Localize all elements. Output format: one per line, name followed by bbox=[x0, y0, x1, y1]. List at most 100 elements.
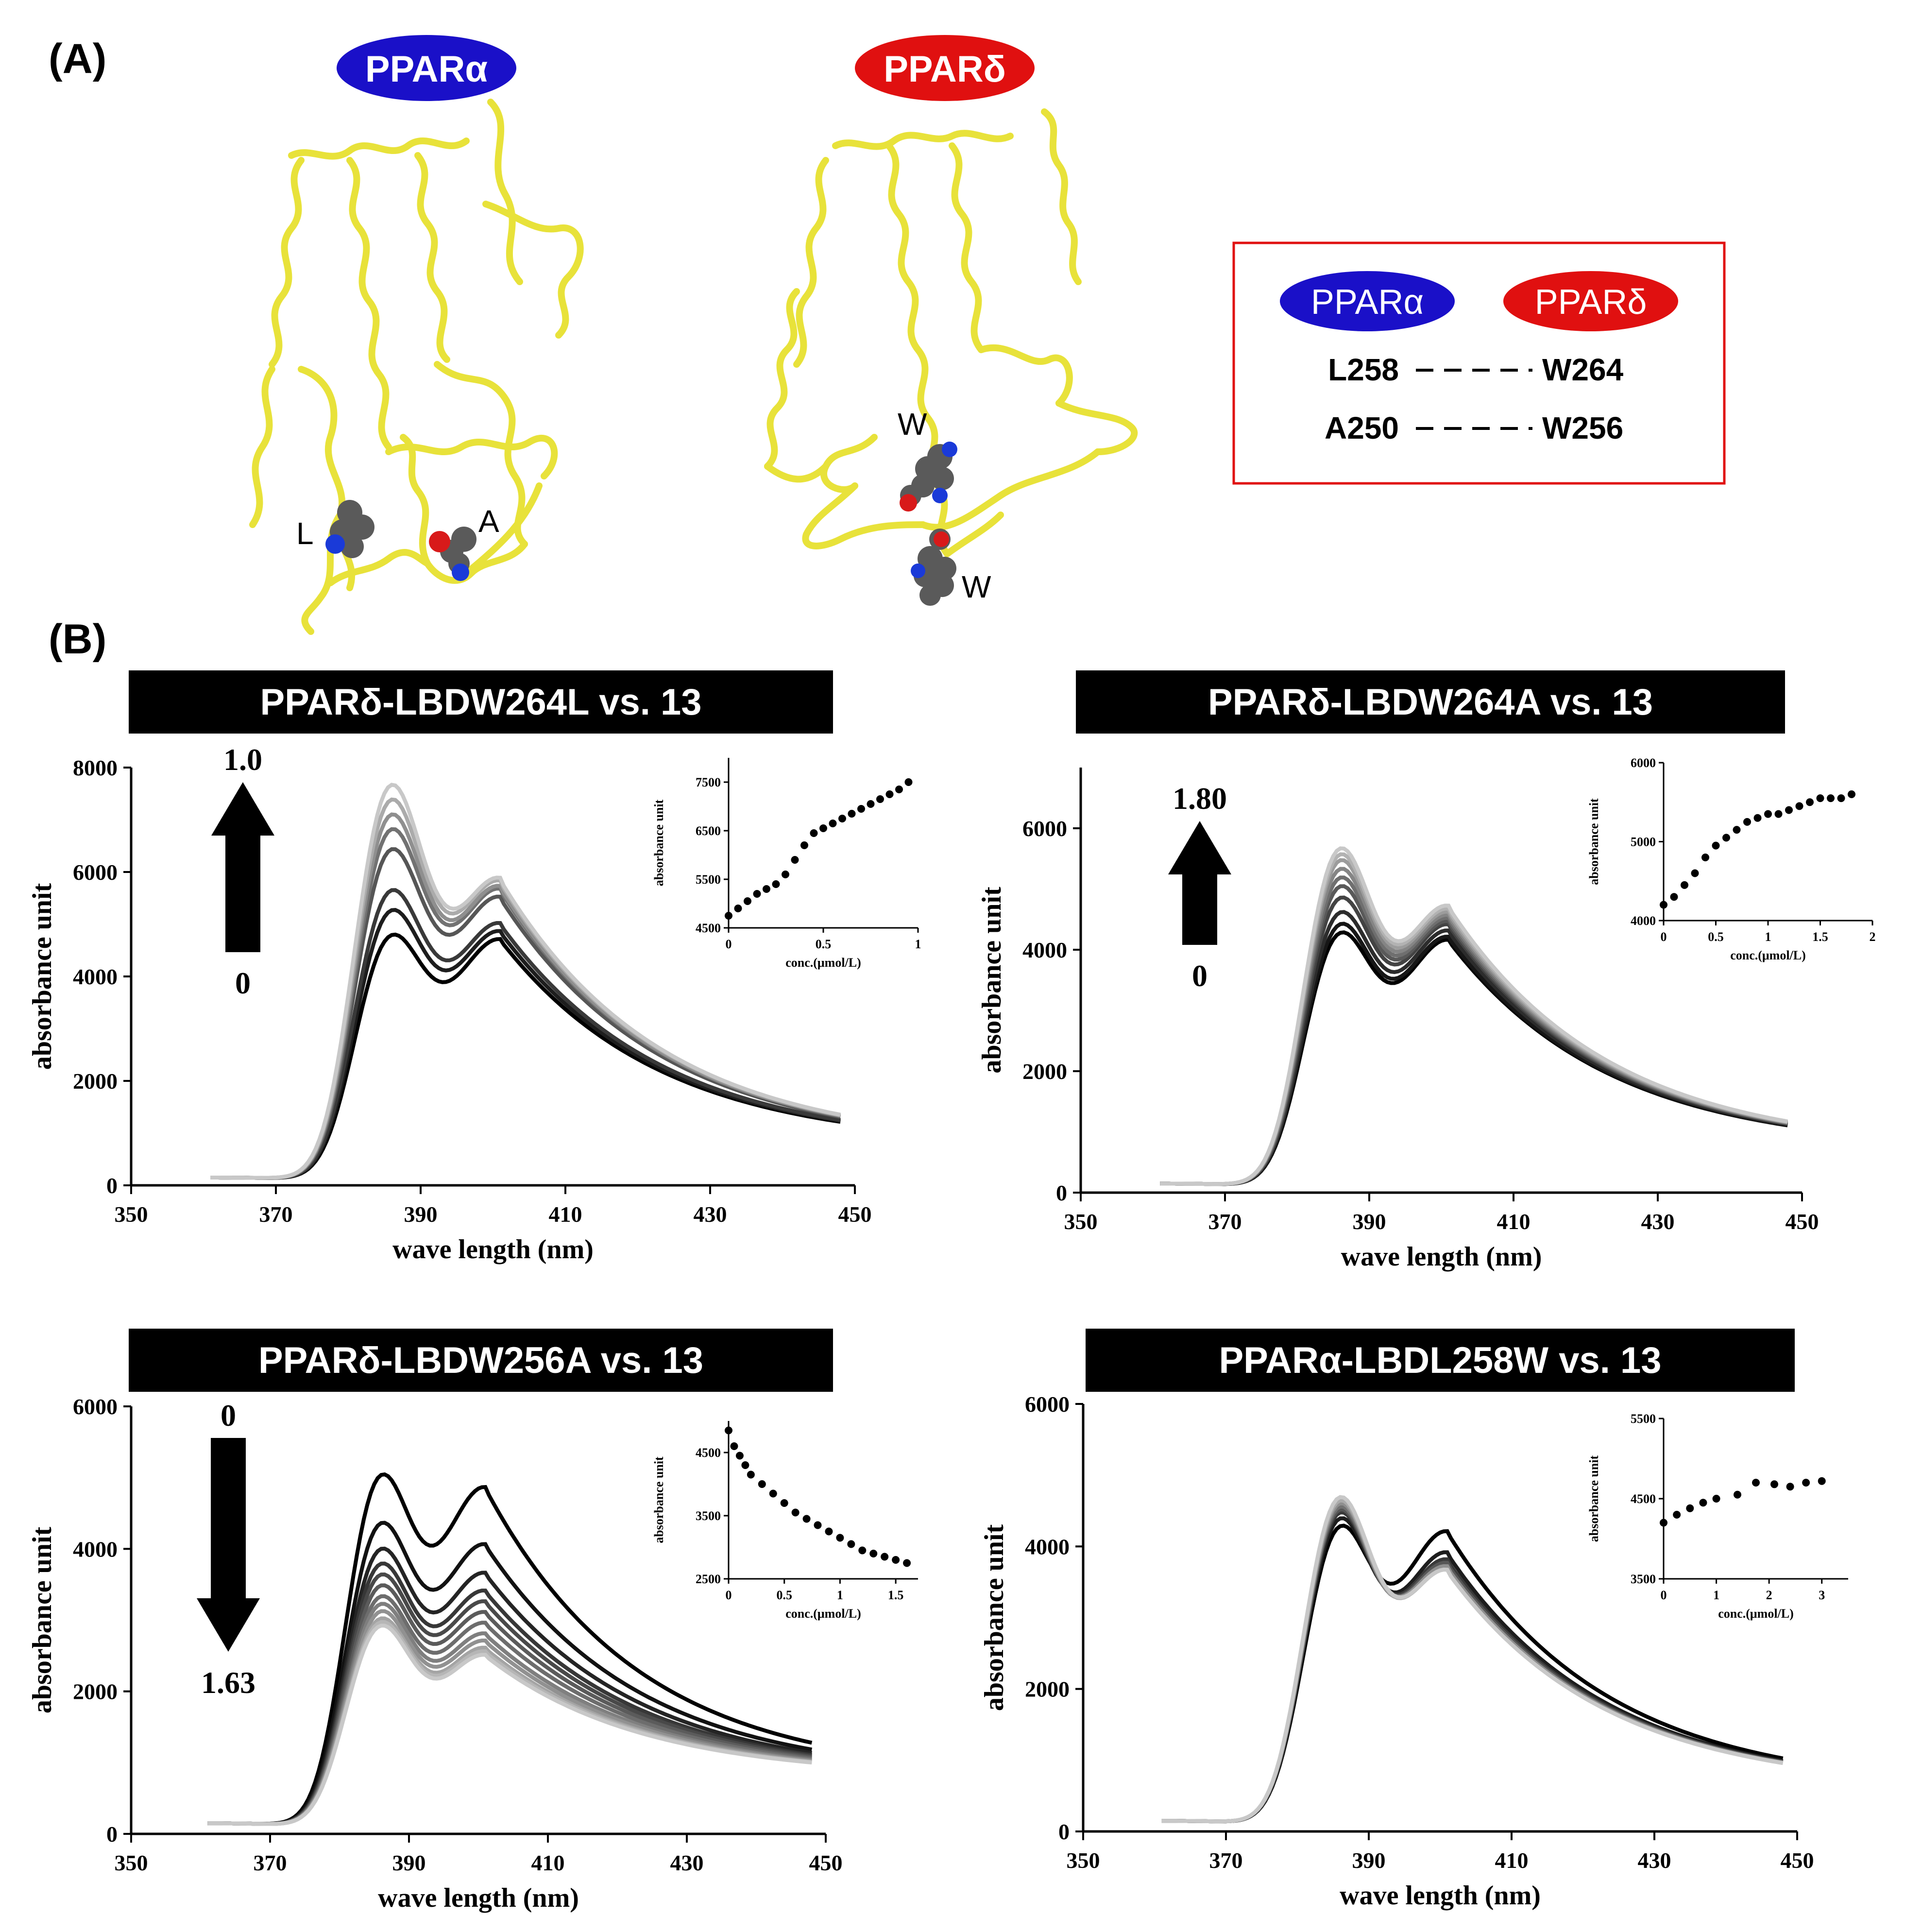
spectrum-series-line bbox=[210, 797, 841, 1180]
x-tick-label: 390 bbox=[1353, 1209, 1386, 1234]
inset-chart: 0 1 2 3 3500 4500 5500 conc.(μmol/L) absorbance … bbox=[1587, 1412, 1848, 1621]
spectrum-series-line bbox=[1161, 1495, 1784, 1824]
legend-badge-delta-shape bbox=[1503, 271, 1678, 331]
arrow-up-icon bbox=[211, 782, 274, 952]
x-tick-label: 370 bbox=[254, 1850, 287, 1875]
inset-data-point bbox=[741, 1461, 749, 1469]
chart-title: PPARα-LBDL258W vs. 13 bbox=[1219, 1340, 1661, 1381]
y-tick-label: 2000 bbox=[73, 1679, 118, 1704]
chart-title: PPARδ-LBDW264A vs. 13 bbox=[1208, 682, 1653, 723]
residue-l258-spheres bbox=[325, 500, 374, 558]
inset-x-axis-label: conc.(μmol/L) bbox=[785, 1607, 861, 1621]
inset-y-tick-label: 5500 bbox=[696, 872, 721, 887]
x-axis-label: wave length (nm) bbox=[1340, 1881, 1541, 1911]
residue-w264-spheres bbox=[900, 442, 957, 512]
inset-y-tick-label: 5500 bbox=[1631, 1412, 1656, 1426]
y-tick-label: 4000 bbox=[1025, 1534, 1070, 1559]
x-tick-label: 410 bbox=[549, 1202, 582, 1227]
y-tick-label: 8000 bbox=[73, 755, 118, 780]
chart-title: PPARδ-LBDW264L vs. 13 bbox=[260, 682, 701, 723]
inset-data-point bbox=[730, 1442, 738, 1450]
inset-data-point bbox=[857, 805, 865, 813]
x-axis-label: wave length (nm) bbox=[392, 1234, 594, 1265]
inset-data-point bbox=[814, 1521, 822, 1529]
inset-data-point bbox=[848, 810, 856, 818]
spectrum-series-line bbox=[207, 1572, 812, 1826]
inset-x-axis-label: conc.(μmol/L) bbox=[785, 956, 861, 970]
x-tick-label: 450 bbox=[1781, 1848, 1814, 1873]
x-tick-label: 370 bbox=[1209, 1848, 1243, 1873]
inset-data-point bbox=[725, 1426, 732, 1435]
inset-x-tick-label: 1 bbox=[837, 1588, 843, 1602]
y-tick-label: 0 bbox=[1058, 1819, 1070, 1844]
inset-data-point bbox=[1752, 1479, 1760, 1487]
spectrum-series-line bbox=[1161, 1501, 1784, 1824]
panel-b-label: (B) bbox=[49, 616, 106, 663]
inset-data-point bbox=[1774, 810, 1783, 818]
inset-data-point bbox=[763, 885, 770, 893]
badge-ppar-alpha: PPARα bbox=[337, 35, 516, 101]
inset-data-point bbox=[869, 1550, 878, 1557]
x-tick-label: 410 bbox=[531, 1850, 565, 1875]
x-tick-label: 390 bbox=[1352, 1848, 1386, 1873]
inset-data-point bbox=[867, 800, 875, 808]
chart-title-bar bbox=[129, 1329, 833, 1392]
y-tick-label: 6000 bbox=[1022, 816, 1067, 841]
inset-y-tick-label: 6500 bbox=[696, 824, 721, 838]
chart-panel-2: PPARδ-LBDW264A vs. 13 350 370 390 410 430 450 0… bbox=[977, 670, 1876, 1272]
spectrum-series-line bbox=[1161, 1523, 1784, 1824]
badge-ppar-delta-shape bbox=[855, 35, 1035, 101]
x-tick-label: 450 bbox=[809, 1850, 843, 1875]
inset-data-point bbox=[1660, 901, 1667, 909]
inset-data-point bbox=[1712, 1495, 1720, 1503]
inset-y-tick-label: 3500 bbox=[696, 1509, 721, 1523]
y-tick-label: 2000 bbox=[73, 1069, 118, 1094]
inset-data-point bbox=[819, 824, 827, 832]
badge-ppar-delta-text: PPARδ bbox=[884, 49, 1006, 90]
inset-data-point bbox=[802, 1515, 811, 1523]
badge-ppar-alpha-text: PPARα bbox=[365, 49, 488, 90]
inset-data-point bbox=[836, 1534, 844, 1542]
inset-x-tick-label: 0.5 bbox=[776, 1588, 792, 1602]
inset-y-tick-label: 2500 bbox=[696, 1572, 721, 1586]
legend-row-1-left: L258 bbox=[1328, 352, 1399, 387]
inset-y-tick-label: 7500 bbox=[696, 775, 721, 789]
inset-y-axis-label: absorbance unit bbox=[652, 1456, 666, 1543]
arrow-down-icon bbox=[197, 1438, 260, 1652]
legend-badge-alpha-text: PPARα bbox=[1311, 283, 1424, 322]
x-tick-label: 410 bbox=[1495, 1848, 1529, 1873]
residue-a250-spheres bbox=[429, 527, 476, 581]
legend-row-1-right: W264 bbox=[1542, 352, 1624, 387]
inset-data-point bbox=[725, 912, 732, 920]
inset-data-point bbox=[881, 1553, 889, 1561]
spectrum-series-line bbox=[1160, 858, 1788, 1186]
residue-label-delta-w-top: W bbox=[898, 407, 927, 442]
inset-y-tick-label: 6000 bbox=[1631, 756, 1656, 770]
inset-data-point bbox=[838, 815, 846, 822]
spectrum-series-line bbox=[1160, 867, 1788, 1186]
inset-data-point bbox=[753, 890, 761, 898]
y-tick-label: 6000 bbox=[73, 1394, 118, 1419]
inset-y-axis-label: absorbance unit bbox=[1587, 798, 1601, 885]
chart-title: PPARδ-LBDW256A vs. 13 bbox=[258, 1340, 703, 1381]
y-axis-label: absorbance unit bbox=[27, 1527, 57, 1714]
chart-title-bar bbox=[129, 670, 833, 734]
inset-data-point bbox=[782, 871, 789, 878]
inset-data-point bbox=[1734, 1490, 1741, 1499]
spectrum-series-line bbox=[210, 812, 841, 1180]
legend-row-2-left: A250 bbox=[1325, 410, 1399, 445]
inset-y-axis-label: absorbance unit bbox=[652, 799, 666, 886]
inset-data-point bbox=[780, 1499, 788, 1507]
y-tick-label: 0 bbox=[106, 1822, 118, 1847]
y-tick-label: 2000 bbox=[1025, 1677, 1070, 1702]
chart-title-bar bbox=[1086, 1329, 1795, 1392]
x-tick-label: 350 bbox=[1067, 1848, 1100, 1873]
inset-data-point bbox=[1764, 810, 1772, 818]
inset-data-point bbox=[734, 905, 742, 912]
inset-y-tick-label: 4500 bbox=[696, 921, 721, 935]
inset-data-point bbox=[1681, 881, 1688, 889]
inset-data-point bbox=[1786, 1483, 1794, 1491]
inset-data-point bbox=[1701, 854, 1709, 861]
arrow-end-label: 1.0 bbox=[223, 742, 262, 777]
